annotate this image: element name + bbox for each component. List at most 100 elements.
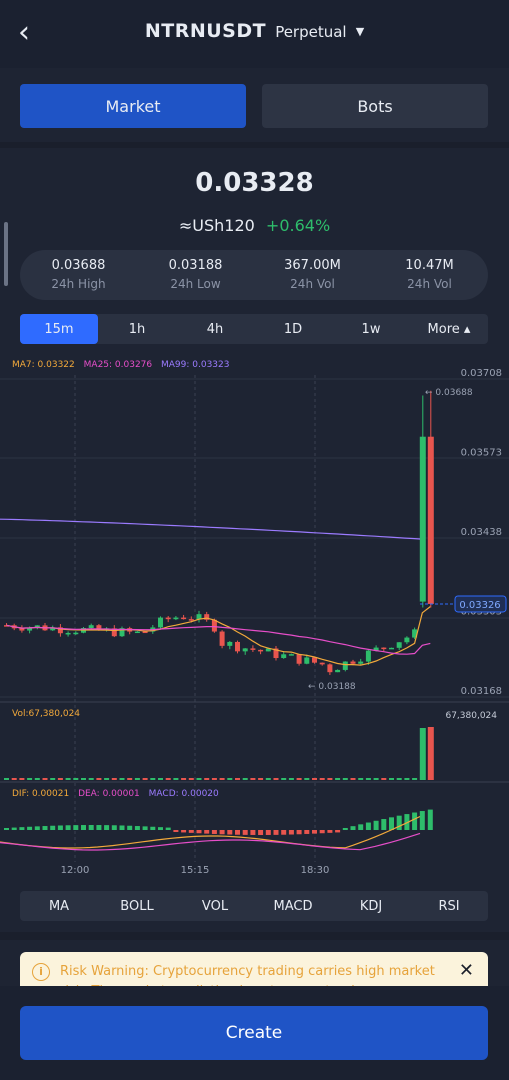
macd-bar bbox=[242, 830, 248, 835]
candle-body bbox=[265, 648, 271, 652]
stats-bar: 0.03688 24h High 0.03188 24h Low 367.00M… bbox=[20, 250, 488, 300]
volume-bar bbox=[142, 778, 148, 780]
macd-bar bbox=[27, 826, 33, 830]
candle-body bbox=[57, 627, 63, 634]
stat-value: 0.03688 bbox=[51, 258, 106, 273]
candle-body bbox=[181, 617, 187, 620]
macd-bar bbox=[265, 830, 271, 835]
candle-body bbox=[258, 649, 264, 652]
volume-bar bbox=[242, 778, 248, 780]
price-axis-label: 0.03708 bbox=[461, 368, 502, 379]
indicator-rsi[interactable]: RSI bbox=[438, 898, 460, 914]
macd-bar bbox=[196, 830, 202, 834]
macd-value: MACD: 0.00020 bbox=[148, 789, 219, 799]
candle-body bbox=[96, 625, 102, 631]
volume-bar bbox=[42, 778, 48, 780]
macd-bar bbox=[57, 825, 63, 830]
close-icon[interactable]: ✕ bbox=[458, 960, 474, 981]
volume-bar bbox=[27, 778, 33, 780]
candle-body bbox=[358, 661, 364, 664]
candle-body bbox=[319, 662, 325, 665]
vol-max-label: 67,380,024 bbox=[445, 711, 497, 721]
macd-bar bbox=[134, 826, 140, 830]
candle-body bbox=[211, 619, 217, 632]
tab-4h[interactable]: 4h bbox=[206, 321, 224, 337]
volume-bar bbox=[227, 778, 233, 780]
macd-bar bbox=[258, 830, 264, 835]
price-axis-label: 0.03573 bbox=[461, 448, 502, 459]
macd-bar bbox=[373, 820, 379, 830]
time-axis-label: 15:15 bbox=[181, 865, 210, 876]
dif-value: DIF: 0.00021 bbox=[12, 789, 70, 799]
macd-bar bbox=[11, 827, 17, 830]
section-divider bbox=[0, 142, 509, 148]
back-chevron-left-icon[interactable]: ‹ bbox=[18, 15, 30, 50]
indicator-boll[interactable]: BOLL bbox=[120, 898, 154, 914]
indicator-ma[interactable]: MA bbox=[48, 898, 70, 914]
candle-body bbox=[50, 627, 56, 631]
candle-body bbox=[412, 629, 418, 638]
macd-bar bbox=[34, 826, 40, 830]
tab-1h[interactable]: 1h bbox=[128, 321, 146, 337]
macd-bar bbox=[335, 830, 341, 833]
tab-more[interactable]: More ▴ bbox=[427, 321, 471, 337]
stat-value: 0.03188 bbox=[168, 258, 223, 273]
candle-body bbox=[312, 657, 317, 663]
macd-bar bbox=[304, 830, 310, 834]
tab-1w[interactable]: 1w bbox=[361, 321, 381, 337]
stat-value: 10.47M bbox=[405, 258, 454, 273]
volume-bar bbox=[327, 778, 333, 780]
market-tab[interactable]: Market bbox=[20, 84, 246, 128]
macd-bar bbox=[319, 830, 325, 834]
candle-body bbox=[389, 647, 394, 650]
bots-tab[interactable]: Bots bbox=[262, 84, 488, 128]
volume-bar bbox=[419, 728, 426, 780]
volume-bar bbox=[235, 778, 240, 780]
stat-24h-low: 0.03188 24h Low bbox=[137, 250, 254, 300]
macd-bar bbox=[281, 830, 287, 835]
symbol-selector[interactable]: NTRNUSDT Perpetual ▼ bbox=[0, 20, 509, 42]
volume-bar bbox=[211, 778, 217, 780]
candle-body bbox=[242, 648, 248, 652]
info-icon: i bbox=[32, 963, 50, 981]
stat-label: 24h Vol bbox=[290, 277, 335, 291]
macd-bar bbox=[4, 828, 9, 830]
macd-bar bbox=[365, 822, 371, 830]
create-button[interactable]: Create bbox=[20, 1006, 488, 1060]
volume-bar bbox=[88, 778, 94, 780]
macd-bar bbox=[158, 827, 163, 830]
macd-bar bbox=[327, 830, 333, 833]
stat-label: 24h Low bbox=[170, 277, 221, 291]
volume-bar bbox=[188, 778, 194, 780]
tab-15m[interactable]: 15m bbox=[20, 314, 98, 344]
vol-legend: Vol:67,380,024 bbox=[12, 709, 81, 719]
volume-bar bbox=[265, 778, 271, 780]
indicator-kdj[interactable]: KDJ bbox=[359, 898, 383, 914]
volume-bar bbox=[50, 778, 56, 780]
volume-bar bbox=[381, 778, 387, 780]
dif-line bbox=[0, 815, 421, 849]
volume-bar bbox=[19, 778, 25, 780]
candle-body bbox=[173, 617, 179, 620]
ma-legend: MA7: 0.03322 MA25: 0.03276 MA99: 0.03323 bbox=[12, 360, 229, 370]
scroll-indicator[interactable] bbox=[4, 222, 8, 286]
candle-body bbox=[134, 631, 140, 634]
candle-body bbox=[88, 625, 94, 629]
volume-bar bbox=[219, 778, 225, 780]
volume-bar bbox=[358, 778, 364, 780]
indicator-vol[interactable]: VOL bbox=[201, 898, 229, 914]
indicator-macd[interactable]: MACD bbox=[273, 898, 313, 914]
caret-down-icon: ▼ bbox=[355, 25, 365, 38]
stat-24h-vol-quote: 10.47M 24h Vol bbox=[371, 250, 488, 300]
macd-bar bbox=[73, 825, 79, 830]
high-marker-label: ← 0.03688 bbox=[425, 388, 473, 398]
volume-bar bbox=[281, 778, 287, 780]
volume-bar bbox=[181, 778, 187, 780]
tab-1d[interactable]: 1D bbox=[283, 321, 303, 337]
candle-body bbox=[381, 647, 387, 650]
macd-bar bbox=[65, 825, 71, 830]
macd-bar bbox=[188, 830, 194, 833]
volume-bar bbox=[373, 778, 379, 780]
candle-body bbox=[196, 614, 202, 620]
